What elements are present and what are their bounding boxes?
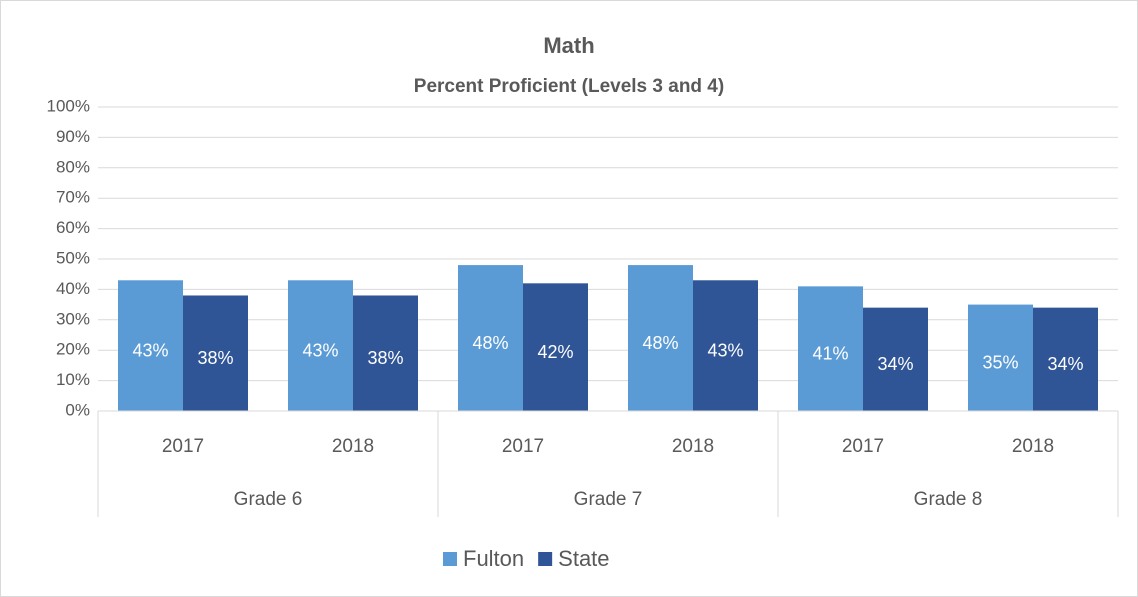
y-tick-label: 30% bbox=[56, 309, 90, 328]
x-tick-label: 2017 bbox=[502, 436, 544, 457]
value-label: 43% bbox=[707, 340, 743, 360]
y-tick-label: 20% bbox=[56, 340, 90, 359]
legend-label: Fulton bbox=[463, 546, 524, 571]
x-tick-label: 2017 bbox=[842, 436, 884, 457]
y-tick-label: 80% bbox=[56, 157, 90, 176]
x-tick-label: 2018 bbox=[332, 436, 374, 457]
legend-label: State bbox=[558, 546, 609, 571]
group-label: Grade 8 bbox=[914, 489, 983, 510]
bar bbox=[1033, 307, 1098, 411]
x-tick-label: 2018 bbox=[672, 436, 714, 457]
legend-swatch bbox=[538, 552, 553, 566]
chart-title: Math bbox=[543, 33, 594, 58]
value-label: 34% bbox=[1047, 354, 1083, 374]
bar bbox=[183, 295, 248, 411]
group-label: Grade 7 bbox=[574, 489, 643, 510]
bar bbox=[458, 265, 523, 411]
value-label: 35% bbox=[982, 353, 1018, 373]
y-tick-label: 100% bbox=[47, 96, 90, 115]
x-tick-label: 2017 bbox=[162, 436, 204, 457]
legend-swatch bbox=[443, 552, 457, 566]
bar bbox=[523, 283, 588, 411]
bar bbox=[798, 286, 863, 411]
value-label: 48% bbox=[472, 333, 508, 353]
x-tick-label: 2018 bbox=[1012, 436, 1054, 457]
value-label: 41% bbox=[812, 343, 848, 363]
value-label: 48% bbox=[642, 333, 678, 353]
bar bbox=[288, 280, 353, 411]
value-label: 34% bbox=[877, 354, 913, 374]
group-label: Grade 6 bbox=[234, 489, 303, 510]
y-tick-label: 0% bbox=[65, 400, 90, 419]
value-label: 43% bbox=[132, 340, 168, 360]
bar bbox=[968, 304, 1033, 411]
chart-subtitle: Percent Proficient (Levels 3 and 4) bbox=[414, 76, 724, 97]
value-label: 38% bbox=[197, 348, 233, 368]
bar bbox=[353, 295, 418, 411]
y-tick-label: 60% bbox=[56, 218, 90, 237]
y-tick-label: 90% bbox=[56, 127, 90, 146]
y-tick-label: 40% bbox=[56, 279, 90, 298]
bar bbox=[628, 265, 693, 411]
y-tick-label: 70% bbox=[56, 188, 90, 207]
value-label: 43% bbox=[302, 340, 338, 360]
bar bbox=[118, 280, 183, 411]
y-tick-label: 10% bbox=[56, 370, 90, 389]
bar bbox=[693, 280, 758, 411]
bar bbox=[863, 307, 928, 411]
value-label: 38% bbox=[367, 348, 403, 368]
value-label: 42% bbox=[537, 342, 573, 362]
y-tick-label: 50% bbox=[56, 248, 90, 267]
